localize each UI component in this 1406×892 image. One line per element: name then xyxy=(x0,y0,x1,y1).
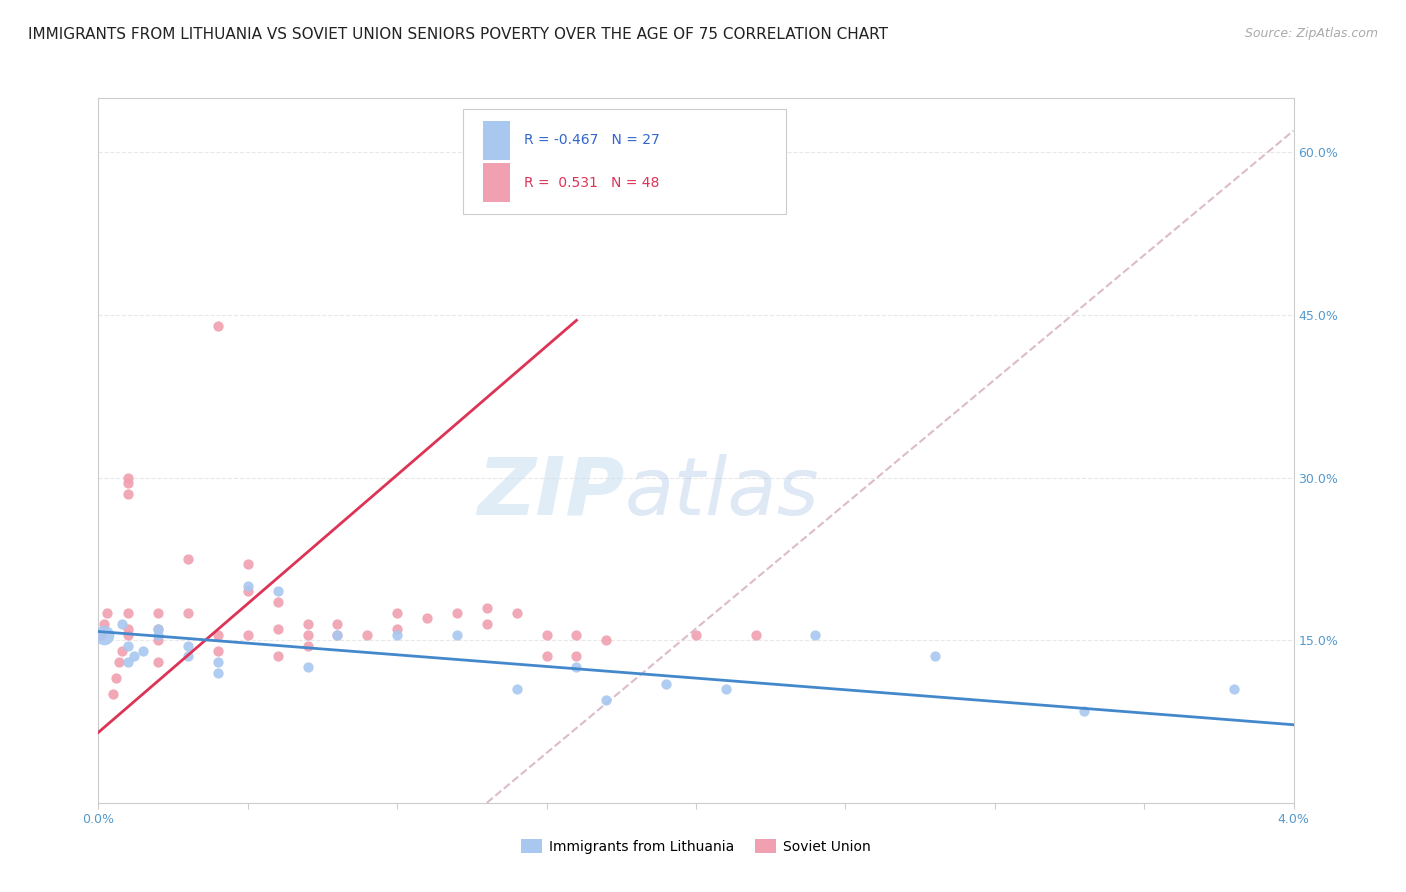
Point xyxy=(416,611,439,625)
Text: R = -0.467   N = 27: R = -0.467 N = 27 xyxy=(524,134,659,147)
Legend: Immigrants from Lithuania, Soviet Union: Immigrants from Lithuania, Soviet Union xyxy=(516,833,876,859)
Point xyxy=(177,606,200,620)
Point xyxy=(446,606,468,620)
Point xyxy=(117,487,139,501)
Point xyxy=(267,649,290,664)
Point xyxy=(536,649,558,664)
Point xyxy=(297,639,319,653)
Point xyxy=(804,628,827,642)
Point xyxy=(117,470,139,484)
Bar xyxy=(484,163,509,202)
Point xyxy=(108,655,131,669)
Point xyxy=(148,623,170,637)
Point xyxy=(326,628,349,642)
Point xyxy=(148,628,170,642)
Point xyxy=(475,600,498,615)
Point xyxy=(655,676,678,690)
Point xyxy=(924,649,946,664)
Point xyxy=(105,671,128,685)
Point xyxy=(565,628,588,642)
Text: IMMIGRANTS FROM LITHUANIA VS SOVIET UNION SENIORS POVERTY OVER THE AGE OF 75 COR: IMMIGRANTS FROM LITHUANIA VS SOVIET UNIO… xyxy=(28,27,889,42)
Point xyxy=(103,687,125,701)
Point xyxy=(117,606,139,620)
Point xyxy=(93,628,115,642)
Point xyxy=(117,639,139,653)
Point xyxy=(148,633,170,648)
Point xyxy=(207,644,229,658)
Text: R =  0.531   N = 48: R = 0.531 N = 48 xyxy=(524,176,659,190)
Point xyxy=(446,628,468,642)
Point xyxy=(356,628,378,642)
Text: ZIP: ZIP xyxy=(477,454,624,532)
Point xyxy=(565,660,588,674)
Point xyxy=(267,584,290,599)
Point xyxy=(236,579,259,593)
Point xyxy=(685,628,707,642)
Point xyxy=(326,628,349,642)
FancyBboxPatch shape xyxy=(463,109,786,214)
Point xyxy=(236,628,259,642)
Point xyxy=(111,644,134,658)
Point xyxy=(148,606,170,620)
Point xyxy=(207,628,229,642)
Point xyxy=(536,628,558,642)
Point xyxy=(267,595,290,609)
Point xyxy=(297,616,319,631)
Point xyxy=(297,660,319,674)
Point xyxy=(595,693,617,707)
Text: Source: ZipAtlas.com: Source: ZipAtlas.com xyxy=(1244,27,1378,40)
Point xyxy=(745,628,768,642)
Point xyxy=(148,655,170,669)
Point xyxy=(124,649,146,664)
Point xyxy=(565,649,588,664)
Point xyxy=(236,558,259,572)
Point xyxy=(207,665,229,680)
Point xyxy=(111,616,134,631)
Point xyxy=(385,628,409,642)
Point xyxy=(148,623,170,637)
Point xyxy=(132,644,155,658)
Point xyxy=(93,616,115,631)
Point xyxy=(385,606,409,620)
Point xyxy=(236,584,259,599)
Point xyxy=(117,655,139,669)
Text: atlas: atlas xyxy=(624,454,820,532)
Point xyxy=(595,633,617,648)
Point xyxy=(117,475,139,490)
Point xyxy=(267,623,290,637)
Point xyxy=(714,681,737,696)
Point xyxy=(96,606,118,620)
Point xyxy=(117,623,139,637)
Point xyxy=(177,552,200,566)
Point xyxy=(1073,704,1095,718)
Point xyxy=(117,628,139,642)
Point xyxy=(506,606,529,620)
Point xyxy=(297,628,319,642)
Point xyxy=(506,681,529,696)
Point xyxy=(177,649,200,664)
Point xyxy=(1223,681,1246,696)
Point xyxy=(385,623,409,637)
Point xyxy=(177,639,200,653)
Point xyxy=(207,318,229,333)
Point xyxy=(326,616,349,631)
Point xyxy=(207,655,229,669)
Point xyxy=(475,616,498,631)
Bar xyxy=(484,121,509,160)
Point xyxy=(90,628,112,642)
